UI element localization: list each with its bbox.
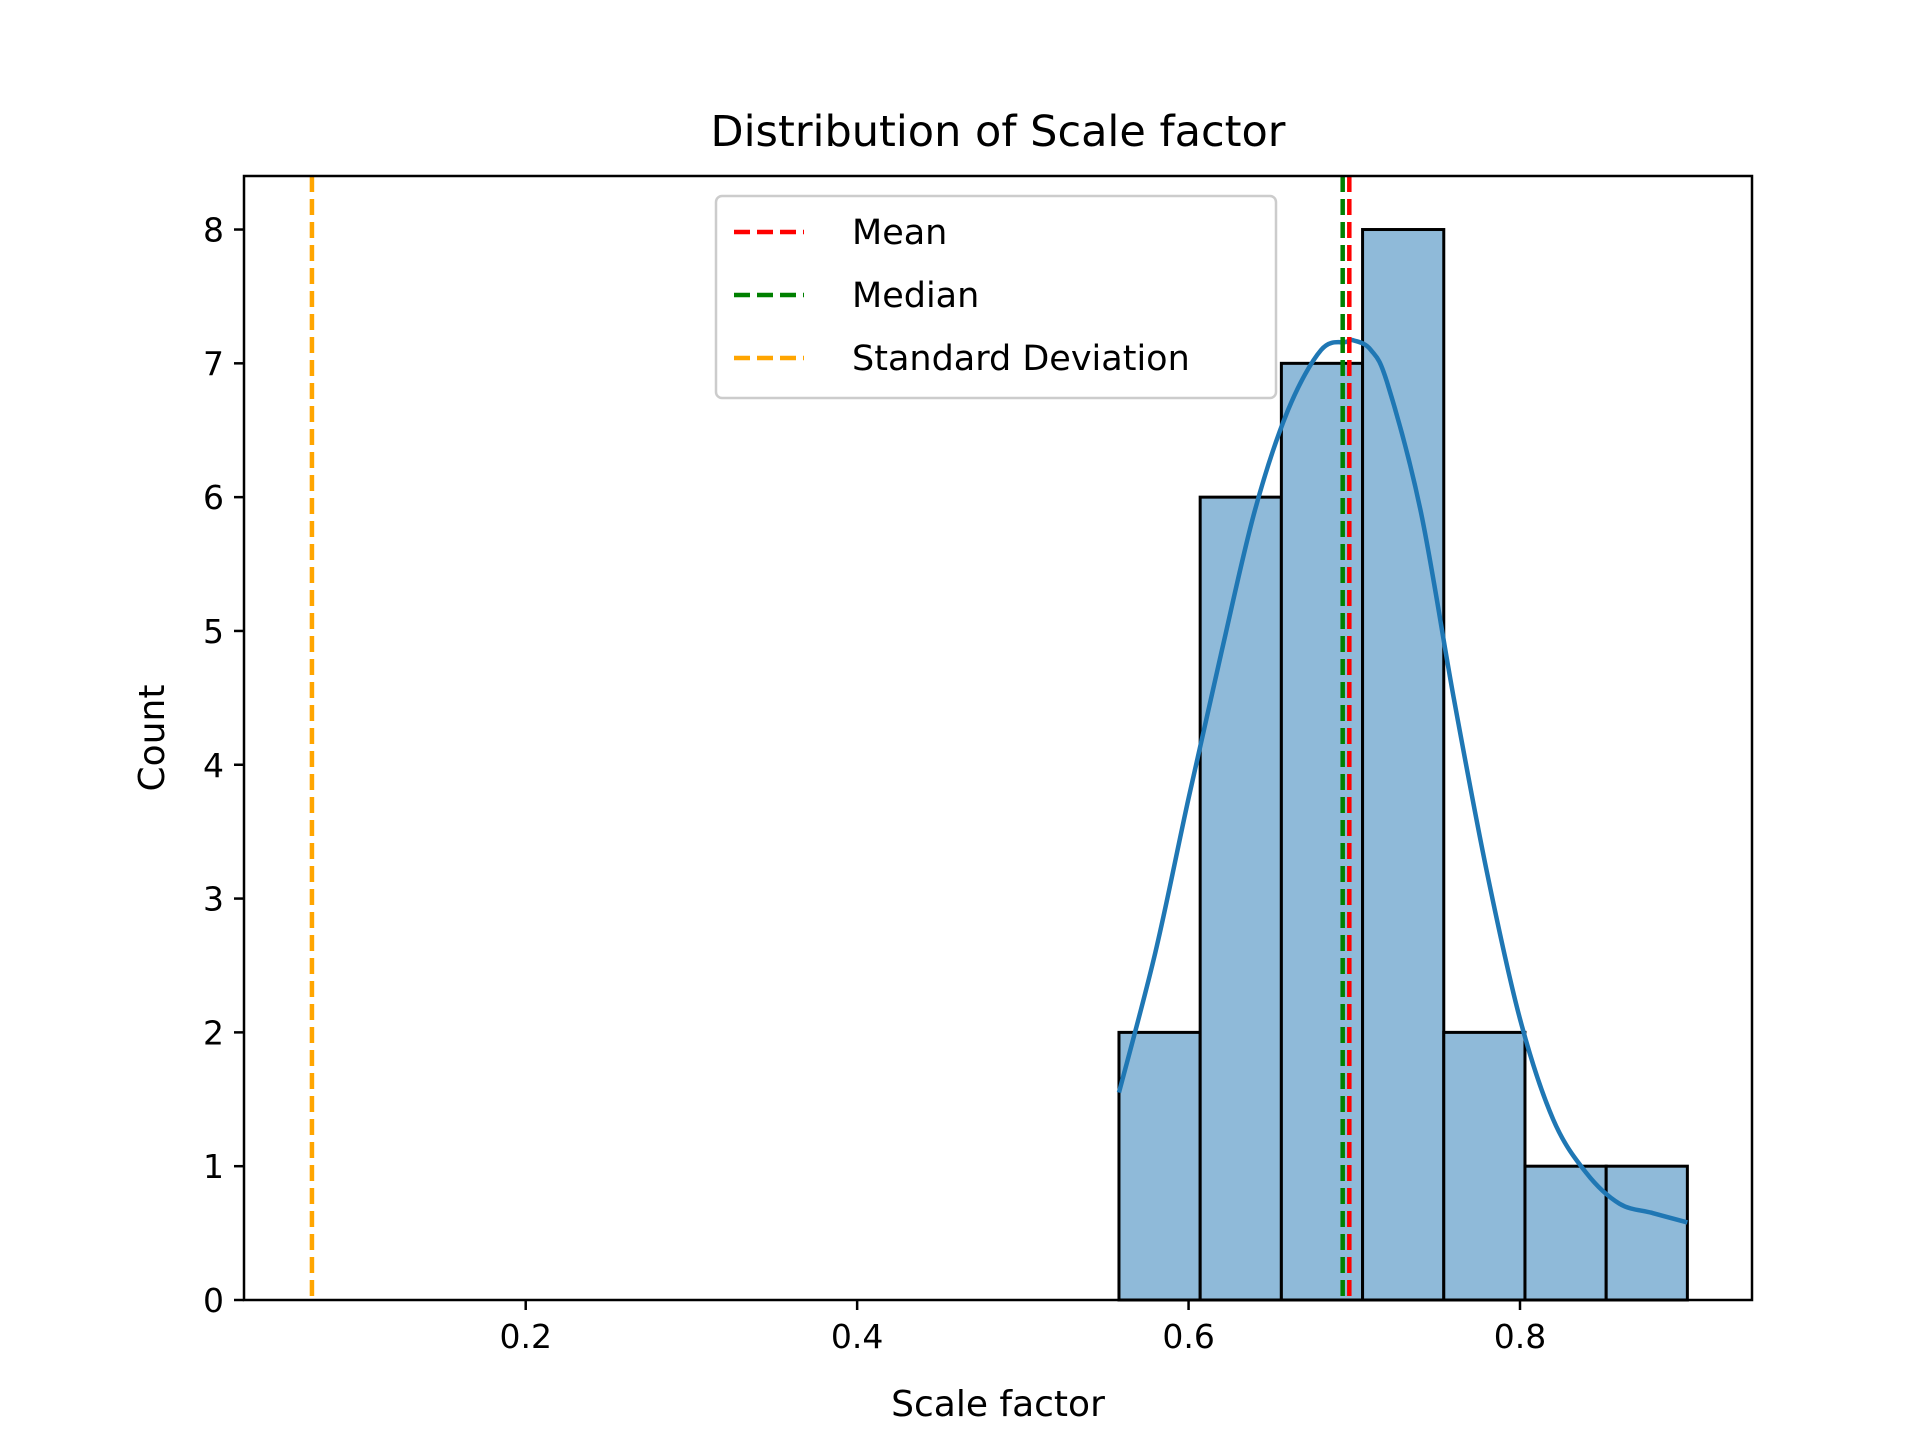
kde-layer (1116, 337, 1688, 1225)
y-tick-label: 6 (203, 478, 224, 517)
kde-curve (1116, 337, 1688, 1225)
x-tick-label: 0.6 (1162, 1317, 1214, 1356)
histogram-bar (1361, 228, 1446, 1302)
chart-title: Distribution of Scale factor (711, 107, 1286, 157)
legend: Mean Median Standard Deviation (714, 194, 1278, 400)
y-tick-label: 2 (203, 1013, 224, 1052)
x-tick-label: 0.8 (1494, 1317, 1546, 1356)
x-axis-label: Scale factor (891, 1384, 1105, 1425)
x-tick-label: 0.4 (831, 1317, 883, 1356)
reference-lines-layer (309, 176, 1352, 1300)
axes-layer: 0.2 0.4 0.6 0.8 0 1 2 3 4 5 6 7 8 (203, 174, 1754, 1356)
legend-box (714, 194, 1278, 400)
histogram-bar (1442, 1030, 1527, 1302)
y-tick-label: 7 (203, 344, 224, 383)
y-tick-label: 0 (203, 1281, 224, 1320)
x-tick-label: 0.2 (499, 1317, 551, 1356)
histogram-bar (1523, 1164, 1608, 1302)
y-tick-label: 3 (203, 880, 224, 919)
histogram-bar (1198, 495, 1283, 1302)
legend-label-median: Median (852, 276, 979, 316)
y-tick-label: 1 (203, 1147, 224, 1186)
legend-label-mean: Mean (852, 213, 947, 253)
y-tick-label: 4 (203, 746, 224, 785)
histogram-bar (1604, 1164, 1689, 1302)
legend-label-standard-deviation: Standard Deviation (852, 339, 1190, 379)
y-tick-label: 5 (203, 612, 224, 651)
y-tick-label: 8 (203, 211, 224, 250)
plot-frame (242, 174, 1754, 1302)
histogram-bar (1117, 1030, 1202, 1302)
y-axis-label: Count (132, 685, 173, 792)
